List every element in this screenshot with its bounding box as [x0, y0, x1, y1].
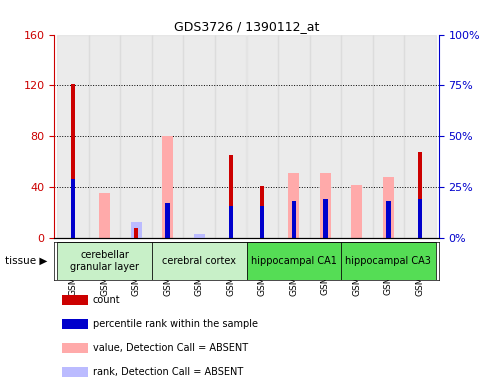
Text: cerebral cortex: cerebral cortex [162, 256, 236, 266]
Bar [386, 202, 390, 238]
Bar [260, 186, 264, 238]
Title: GDS3726 / 1390112_at: GDS3726 / 1390112_at [174, 20, 319, 33]
Bar [229, 205, 233, 238]
Bar [152, 242, 246, 280]
Bar [134, 228, 139, 238]
Bar [288, 173, 299, 238]
Bar [341, 242, 436, 280]
Bar [120, 35, 152, 238]
Bar [229, 156, 233, 238]
Text: tissue ▶: tissue ▶ [5, 256, 47, 266]
Text: value, Detection Call = ABSENT: value, Detection Call = ABSENT [93, 343, 248, 353]
Text: hippocampal CA1: hippocampal CA1 [251, 256, 337, 266]
Bar [194, 234, 205, 238]
Bar [62, 295, 88, 305]
Bar [310, 35, 341, 238]
Bar [131, 228, 141, 238]
Text: hippocampal CA3: hippocampal CA3 [346, 256, 431, 266]
Bar [323, 199, 327, 238]
Text: percentile rank within the sample: percentile rank within the sample [93, 319, 258, 329]
Bar [62, 367, 88, 377]
Bar [152, 35, 183, 238]
Bar [260, 205, 264, 238]
Bar [291, 202, 296, 238]
Bar [278, 35, 310, 238]
Bar [62, 343, 88, 353]
Bar [57, 242, 152, 280]
Bar [71, 179, 75, 238]
Bar [99, 193, 110, 238]
Bar [162, 136, 173, 238]
Bar [89, 35, 120, 238]
Bar [404, 35, 436, 238]
Text: cerebellar
granular layer: cerebellar granular layer [70, 250, 139, 272]
Bar [183, 35, 215, 238]
Bar [383, 177, 394, 238]
Text: rank, Detection Call = ABSENT: rank, Detection Call = ABSENT [93, 367, 243, 377]
Bar [57, 35, 89, 238]
Bar [62, 319, 88, 329]
Bar [71, 84, 75, 238]
Bar [320, 173, 331, 238]
Bar [341, 35, 373, 238]
Text: count: count [93, 295, 120, 305]
Bar [418, 152, 422, 238]
Bar [352, 185, 362, 238]
Bar [246, 35, 278, 238]
Bar [246, 242, 341, 280]
Bar [418, 199, 422, 238]
Bar [131, 222, 141, 238]
Bar [215, 35, 246, 238]
Bar [166, 204, 170, 238]
Bar [373, 35, 404, 238]
